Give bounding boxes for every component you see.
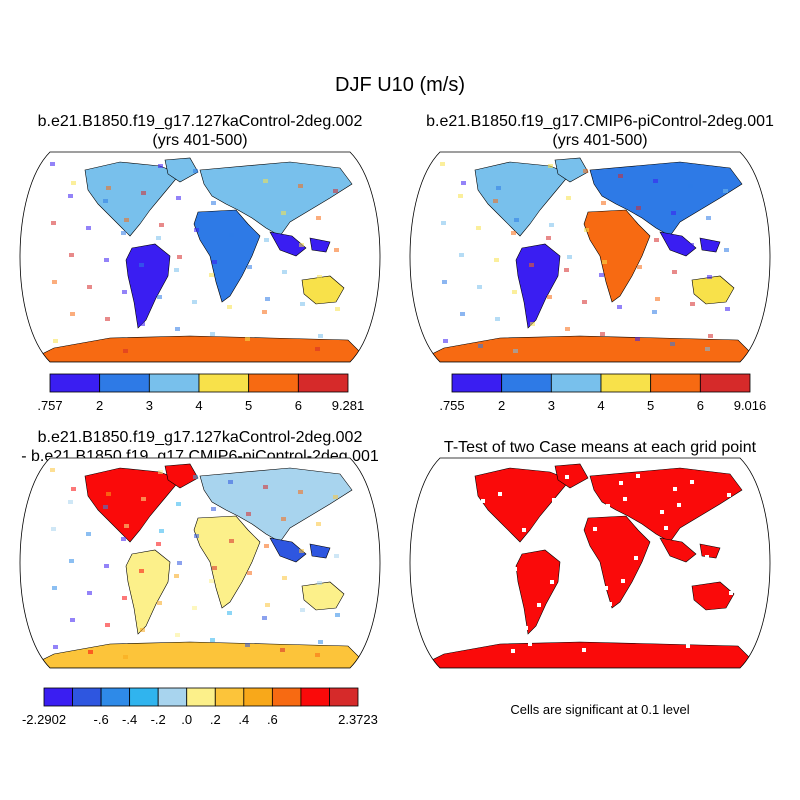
colorbar-difference-label-8: 2.3723 xyxy=(338,712,378,727)
colorbar-case2-label-4: 5 xyxy=(647,398,654,413)
colorbar-case2-box-3 xyxy=(600,373,652,393)
panel1-title-line1: b.e21.B1850.f19_g17.127kaControl-2deg.00… xyxy=(37,113,363,130)
panel2-title-line2: (yrs 401-500) xyxy=(552,132,648,149)
colorbar-case2: .755 2 3 4 5 6 9.016 xyxy=(439,373,767,413)
colorbar-difference-box-7 xyxy=(243,687,273,707)
colorbar-difference-label-7: .6 xyxy=(267,712,278,727)
colorbar-case1-box-0 xyxy=(49,373,101,393)
colorbar-case1-box-5 xyxy=(297,373,349,393)
colorbar-case1-label-6: 9.281 xyxy=(332,398,365,413)
colorbar-difference-box-8 xyxy=(271,687,302,707)
colorbar-case1-label-0: .757 xyxy=(37,398,62,413)
colorbar-case2-box-5 xyxy=(699,373,751,393)
map-panel-case2 xyxy=(409,151,771,363)
colorbar-difference-box-3 xyxy=(129,687,159,707)
panel1-title-line2: (yrs 401-500) xyxy=(152,132,248,149)
colorbar-case1-label-3: 4 xyxy=(195,398,202,413)
colorbar-case2-label-5: 6 xyxy=(697,398,704,413)
colorbar-case1-label-1: 2 xyxy=(96,398,103,413)
colorbar-difference-box-9 xyxy=(300,687,330,707)
panel2-title-line1: b.e21.B1850.f19_g17.CMIP6-piControl-2deg… xyxy=(426,113,774,130)
colorbar-difference-label-6: .4 xyxy=(238,712,249,727)
colorbar-case1-box-2 xyxy=(148,373,200,393)
colorbar-difference-label-3: -.2 xyxy=(151,712,166,727)
map-panel-ttest xyxy=(409,457,771,669)
colorbar-case1-box-1 xyxy=(99,373,150,393)
colorbar-case2-label-6: 9.016 xyxy=(734,398,767,413)
figure-title: DJF U10 (m/s) xyxy=(335,74,465,96)
colorbar-case1-label-5: 6 xyxy=(295,398,302,413)
colorbar-case1-box-3 xyxy=(198,373,250,393)
colorbar-difference-box-2 xyxy=(100,687,131,707)
map-panel-case1 xyxy=(19,151,381,363)
colorbar-case2-box-1 xyxy=(501,373,552,393)
panel4-title: T-Test of two Case means at each grid po… xyxy=(443,439,757,456)
colorbar-difference-label-0: -2.2902 xyxy=(22,712,66,727)
colorbar-case1-label-2: 3 xyxy=(146,398,153,413)
colorbar-difference-box-0 xyxy=(43,687,73,707)
colorbar-difference-box-10 xyxy=(329,687,359,707)
map-panel-difference xyxy=(19,457,381,669)
colorbar-case1-box-4 xyxy=(248,373,299,393)
colorbar-difference-box-5 xyxy=(186,687,216,707)
colorbar-case2-label-0: .755 xyxy=(439,398,464,413)
colorbar-case2-label-3: 4 xyxy=(597,398,604,413)
colorbar-case2-label-2: 3 xyxy=(548,398,555,413)
colorbar-case1-label-4: 5 xyxy=(245,398,252,413)
colorbar-case2-box-4 xyxy=(650,373,701,393)
panel3-title-line1: b.e21.B1850.f19_g17.127kaControl-2deg.00… xyxy=(37,429,363,446)
colorbar-difference-label-1: -.6 xyxy=(94,712,109,727)
colorbar-case2-label-1: 2 xyxy=(498,398,505,413)
colorbar-difference-box-4 xyxy=(157,687,188,707)
colorbar-difference-box-6 xyxy=(214,687,245,707)
colorbar-difference: -2.2902 -.6 -.4 -.2 .0 .2 .4 .6 2.3723 xyxy=(22,687,378,727)
colorbar-difference-label-2: -.4 xyxy=(122,712,137,727)
significance-note: Cells are significant at 0.1 level xyxy=(510,702,690,717)
colorbar-difference-label-5: .2 xyxy=(210,712,221,727)
colorbar-difference-box-1 xyxy=(72,687,102,707)
colorbar-case2-box-0 xyxy=(451,373,503,393)
colorbar-case1: .757 2 3 4 5 6 9.281 xyxy=(37,373,365,413)
colorbar-case2-box-2 xyxy=(550,373,602,393)
colorbar-difference-label-4: .0 xyxy=(181,712,192,727)
